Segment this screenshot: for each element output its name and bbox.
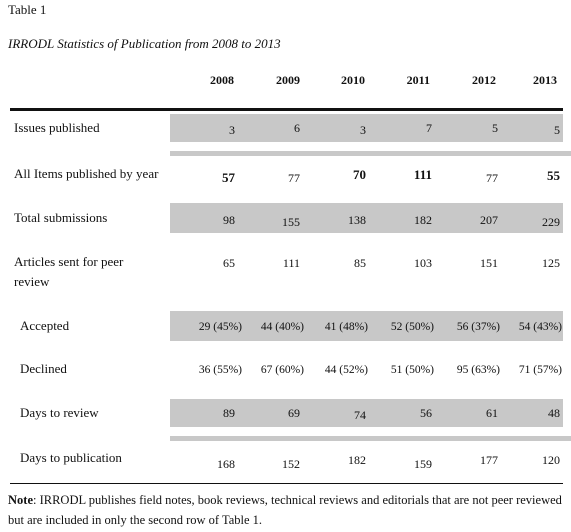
row-label: Total submissions — [14, 210, 108, 225]
year-header-2011: 2011 — [406, 73, 430, 87]
table-cell: 48 — [548, 406, 560, 420]
table-cell: 57 — [222, 170, 235, 185]
table-cell: 7 — [426, 121, 432, 135]
table-bottom-rule — [10, 483, 563, 484]
year-header-2010: 2010 — [341, 73, 365, 87]
table-row: Issues published 3 6 3 7 5 5 — [10, 114, 563, 142]
table-cell: 67 (60%) — [260, 364, 304, 376]
table-cell: 151 — [480, 256, 498, 270]
row-shading — [170, 114, 563, 142]
table-cell: 125 — [542, 256, 560, 270]
year-header-2008: 2008 — [210, 73, 234, 87]
table-cell: 69 — [288, 406, 300, 420]
table-cell: 89 — [223, 406, 235, 420]
table-cell: 138 — [348, 213, 366, 227]
table-cell: 98 — [223, 213, 235, 227]
note-prefix: Note — [8, 493, 33, 507]
table-cell: 182 — [348, 453, 366, 467]
table-cell: 77 — [288, 171, 300, 185]
table-row: Articles sent for peer review 65 111 85 … — [10, 250, 563, 296]
table-cell: 51 (50%) — [390, 364, 434, 376]
table-cell: 6 — [294, 121, 300, 135]
year-header-row: 2008 2009 2010 2011 2012 2013 — [0, 73, 571, 93]
table-cell: 85 — [354, 256, 366, 270]
row-shading — [170, 311, 563, 341]
table-title: IRRODL Statistics of Publication from 20… — [8, 36, 281, 51]
table-row: Declined 36 (55%) 67 (60%) 44 (52%) 51 (… — [10, 354, 563, 384]
table-cell: 70 — [353, 167, 366, 182]
row-label: Days to publication — [20, 450, 122, 465]
table-cell: 155 — [282, 215, 300, 229]
year-header-2013: 2013 — [533, 73, 557, 87]
table-cell: 29 (45%) — [198, 321, 242, 333]
table-cell: 95 (63%) — [456, 364, 500, 376]
table-cell: 111 — [282, 256, 300, 270]
table-cell: 61 — [486, 406, 498, 420]
table-cell: 103 — [414, 256, 432, 270]
row-separator — [170, 436, 571, 441]
table-cell: 111 — [413, 167, 432, 182]
note-text: : IRRODL publishes field notes, book rev… — [8, 493, 562, 527]
row-label: Issues published — [14, 120, 100, 135]
row-label: All Items published by year — [14, 166, 159, 181]
row-label-line2: review — [14, 274, 50, 289]
table-cell: 182 — [414, 213, 432, 227]
row-shading — [170, 399, 563, 427]
table-cell: 44 (40%) — [260, 321, 304, 333]
table-cell: 74 — [354, 408, 366, 422]
table-cell: 44 (52%) — [324, 364, 368, 376]
table-cell: 55 — [547, 168, 560, 183]
table-row: Days to publication 168 152 182 159 177 … — [10, 444, 563, 478]
table-cell: 56 (37%) — [456, 321, 500, 333]
table-cell: 41 (48%) — [324, 321, 368, 333]
table-row: Days to review 89 69 74 56 61 48 — [10, 399, 563, 427]
table-cell: 52 (50%) — [390, 321, 434, 333]
table-cell: 77 — [486, 171, 498, 185]
table-cell: 207 — [480, 213, 498, 227]
table-cell: 5 — [492, 121, 498, 135]
table-cell: 229 — [542, 215, 560, 229]
table-cell: 56 — [420, 406, 432, 420]
table-cell: 71 (57%) — [518, 364, 562, 376]
table-cell: 177 — [480, 453, 498, 467]
table-top-rule — [10, 108, 563, 111]
table-row: Accepted 29 (45%) 44 (40%) 41 (48%) 52 (… — [10, 311, 563, 341]
table-cell: 120 — [542, 453, 560, 467]
table-cell: 159 — [414, 457, 432, 471]
table-cell: 54 (43%) — [518, 321, 562, 333]
table-cell: 168 — [217, 457, 235, 471]
table-cell: 3 — [360, 123, 366, 137]
row-label: Days to review — [20, 405, 99, 420]
table-cell: 5 — [554, 123, 560, 137]
table-cell: 3 — [229, 123, 235, 137]
table-cell: 152 — [282, 457, 300, 471]
year-header-2012: 2012 — [472, 73, 496, 87]
table-cell: 36 (55%) — [198, 364, 242, 376]
year-header-2009: 2009 — [276, 73, 300, 87]
row-shading — [170, 203, 563, 233]
table-row: All Items published by year 57 77 70 111… — [10, 160, 563, 194]
row-separator — [170, 151, 571, 156]
row-label-line1: Articles sent for peer — [14, 254, 124, 269]
row-label: Accepted — [20, 318, 70, 333]
table-cell: 65 — [223, 256, 235, 270]
table-note: Note: IRRODL publishes field notes, book… — [8, 490, 564, 530]
table-row: Total submissions 98 155 138 182 207 229 — [10, 203, 563, 233]
table-number: Table 1 — [8, 2, 47, 17]
row-label: Declined — [20, 361, 67, 376]
